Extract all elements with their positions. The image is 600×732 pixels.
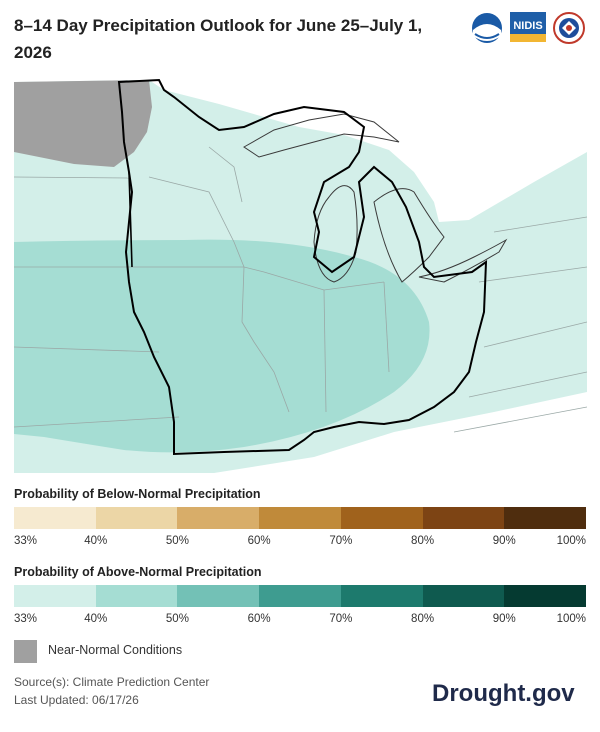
below-normal-ticks: 33% 40% 50% 60% 70% 80% 90% 100% — [0, 535, 600, 551]
precipitation-outlook-map — [14, 72, 587, 473]
legend_above-tick-label: 80% — [411, 613, 435, 625]
legend_below-segment-2 — [177, 507, 260, 529]
noaa-logo — [472, 13, 502, 43]
svg-text:NIDIS: NIDIS — [513, 20, 542, 32]
legend_below-segment-1 — [95, 507, 178, 529]
legend_below-tick-label: 60% — [247, 535, 271, 547]
page-title: 8–14 Day Precipitation Outlook for June … — [14, 16, 423, 62]
legend_above-tick-label: 60% — [247, 613, 271, 625]
legend_above-tick-label: 70% — [329, 613, 353, 625]
legend_below-tick-label: 100% — [556, 535, 586, 547]
near-normal-label: Near-Normal Conditions — [48, 643, 183, 657]
below-normal-legend-title: Probability of Below-Normal Precipitatio… — [14, 487, 261, 501]
below-normal-color-bar — [14, 507, 587, 529]
legend_below-tick-label: 40% — [84, 535, 108, 547]
source-line: Source(s): Climate Prediction Center — [14, 675, 210, 689]
region-state-lines — [128, 171, 133, 268]
legend_below-segment-3 — [259, 507, 341, 529]
legend_below-tick-label: 33% — [14, 535, 38, 547]
legend_above-segment-4 — [340, 585, 423, 607]
legend_above-segment-5 — [422, 585, 505, 607]
nws-logo — [553, 12, 585, 44]
legend_below-segment-5 — [422, 507, 505, 529]
above-normal-color-bar — [14, 585, 587, 607]
partner-logos: NIDIS — [472, 12, 585, 44]
legend_below-segment-0 — [14, 507, 96, 529]
great-lakes — [243, 113, 508, 283]
legend_below-tick-label: 90% — [492, 535, 516, 547]
legend_above-segment-6 — [504, 585, 587, 607]
legend_above-tick-label: 33% — [14, 613, 38, 625]
legend_above-segment-3 — [259, 585, 341, 607]
legend_above-segment-1 — [95, 585, 178, 607]
legend_below-tick-label: 50% — [165, 535, 189, 547]
drought-gov-logo[interactable]: Drought.gov — [432, 680, 575, 707]
near-normal-swatch — [14, 640, 37, 663]
legend_below-segment-4 — [340, 507, 423, 529]
legend_above-tick-label: 100% — [556, 613, 586, 625]
legend_below-segment-6 — [504, 507, 587, 529]
above-normal-legend-title: Probability of Above-Normal Precipitatio… — [14, 565, 262, 579]
legend_above-tick-label: 50% — [165, 613, 189, 625]
state-boundaries — [14, 146, 587, 433]
region-outline — [117, 78, 488, 456]
legend_above-segment-2 — [177, 585, 260, 607]
above-normal-ticks: 33% 40% 50% 60% 70% 80% 90% 100% — [0, 613, 600, 629]
legend_below-tick-label: 80% — [411, 535, 435, 547]
nidis-logo: NIDIS — [510, 12, 546, 42]
legend_above-segment-0 — [14, 585, 96, 607]
region-near-normal — [14, 80, 152, 167]
legend_below-tick-label: 70% — [329, 535, 353, 547]
legend_above-tick-label: 90% — [492, 613, 516, 625]
source-info: Source(s): Climate Prediction Center Las… — [14, 673, 209, 709]
legend_above-tick-label: 40% — [84, 613, 108, 625]
updated-line: Last Updated: 06/17/26 — [14, 693, 139, 707]
